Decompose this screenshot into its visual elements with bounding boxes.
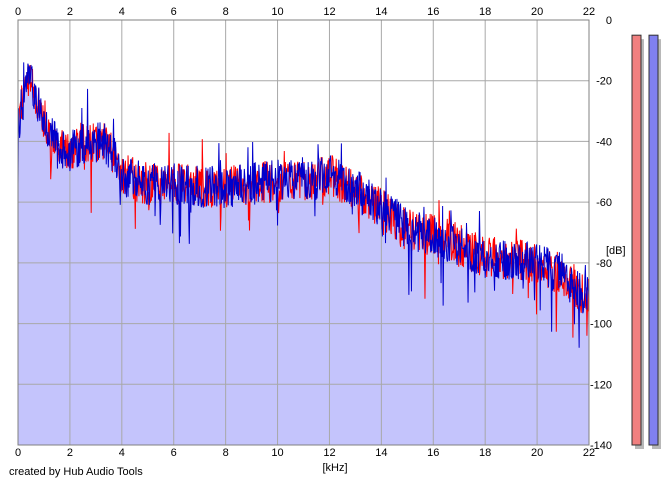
x-tick-label-top: 10 <box>271 6 283 18</box>
x-tick-label-top: 22 <box>583 6 595 18</box>
y-tick-label: -20 <box>596 76 612 88</box>
x-tick-label-top: 4 <box>119 6 125 18</box>
x-tick-labels-top: 0 2 4 6 8 10 12 14 16 18 20 22 <box>15 6 595 18</box>
level-meter-right <box>648 34 659 446</box>
x-tick-label-bottom: 8 <box>223 447 229 459</box>
y-tick-label: -60 <box>596 197 612 209</box>
x-tick-label-top: 14 <box>375 6 387 18</box>
y-axis-label: [dB] <box>606 245 626 257</box>
x-tick-label-bottom: 12 <box>323 447 335 459</box>
y-tick-label: -140 <box>590 440 612 452</box>
x-tick-label-bottom: 2 <box>67 447 73 459</box>
x-tick-label-bottom: 22 <box>583 447 595 459</box>
x-tick-label-bottom: 18 <box>479 447 491 459</box>
y-tick-labels: 0 -20 -40 -60 -80 -100 -120 -140 <box>590 15 612 452</box>
series-line <box>17 62 590 348</box>
y-tick-label: -40 <box>596 136 612 148</box>
x-tick-labels-bottom: 0 2 4 6 8 10 12 14 16 18 20 22 <box>15 447 595 459</box>
x-tick-label-bottom: 16 <box>427 447 439 459</box>
level-meters <box>631 34 661 450</box>
x-tick-label-top: 20 <box>531 6 543 18</box>
level-meter-left <box>631 34 642 446</box>
x-tick-label-top: 12 <box>323 6 335 18</box>
y-tick-label: -80 <box>596 258 612 270</box>
credit-text: created by Hub Audio Tools <box>9 466 143 478</box>
x-tick-label-bottom: 6 <box>171 447 177 459</box>
x-tick-label-top: 8 <box>223 6 229 18</box>
y-tick-label: -100 <box>590 319 612 331</box>
series-line <box>17 65 590 338</box>
x-tick-label-top: 16 <box>427 6 439 18</box>
spectrum-fill-layer <box>18 62 589 445</box>
y-tick-label: -120 <box>590 379 612 391</box>
y-tick-label: 0 <box>606 15 612 27</box>
x-tick-label-top: 18 <box>479 6 491 18</box>
x-tick-label-bottom: 4 <box>119 447 125 459</box>
x-tick-label-top: 2 <box>67 6 73 18</box>
x-tick-label-bottom: 10 <box>271 447 283 459</box>
x-tick-label-bottom: 0 <box>15 447 21 459</box>
series-layer <box>17 62 590 348</box>
x-axis-label: [kHz] <box>322 462 347 474</box>
x-tick-label-bottom: 20 <box>531 447 543 459</box>
spectrum-area <box>18 62 589 445</box>
x-tick-label-top: 0 <box>15 6 21 18</box>
plot-frame <box>17 19 590 446</box>
x-tick-label-top: 6 <box>171 6 177 18</box>
x-tick-label-bottom: 14 <box>375 447 387 459</box>
